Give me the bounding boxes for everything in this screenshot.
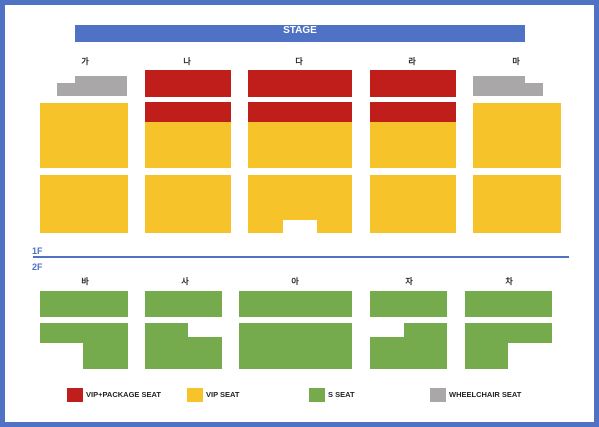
s-section-ja-front[interactable] [370, 291, 447, 317]
s-section-a-front[interactable] [239, 291, 352, 317]
s-section-a-rear[interactable] [239, 323, 352, 369]
vip-section-ma-rear[interactable] [473, 175, 561, 233]
vip-package-section-da-row2[interactable] [248, 102, 352, 122]
s-section-cha-front[interactable] [465, 291, 552, 317]
floor-divider [33, 256, 569, 258]
vip-section-ga-rear[interactable] [40, 175, 128, 233]
legend-swatch-vip-package [67, 388, 83, 402]
vip-package-section-ra-row2[interactable] [370, 102, 456, 122]
block-label-ga: 가 [81, 57, 89, 66]
legend-swatch-vip [187, 388, 203, 402]
block-label-ra: 라 [408, 57, 416, 66]
s-section-ja-rear-left[interactable] [370, 337, 404, 369]
vip-package-section-da-row1[interactable] [248, 70, 352, 97]
stage: STAGE [75, 25, 525, 42]
s-section-ja-rear[interactable] [404, 323, 447, 369]
s-section-cha-rear[interactable] [465, 323, 552, 343]
block-label-ba: 바 [81, 277, 89, 286]
legend-label-vip: VIP SEAT [206, 390, 240, 399]
vip-package-section-ra-row1[interactable] [370, 70, 456, 97]
s-section-ba-front[interactable] [40, 291, 128, 317]
legend-label-vip-package: VIP+PACKAGE SEAT [86, 390, 161, 399]
s-section-sa-front[interactable] [145, 291, 222, 317]
wheelchair-area-ma-lower[interactable] [473, 83, 543, 96]
aisle-gap-da [283, 220, 317, 234]
wheelchair-area-ga-lower[interactable] [57, 83, 127, 96]
legend-swatch-wheelchair [430, 388, 446, 402]
vip-section-ma-front[interactable] [473, 103, 561, 168]
vip-section-ga-front[interactable] [40, 103, 128, 168]
block-label-a: 아 [291, 277, 299, 286]
legend-swatch-s [309, 388, 325, 402]
block-label-na: 나 [183, 57, 191, 66]
vip-section-da-front[interactable] [248, 122, 352, 168]
vip-package-section-na-row2[interactable] [145, 102, 231, 122]
s-section-sa-rear-right[interactable] [188, 337, 222, 369]
s-section-sa-rear[interactable] [145, 323, 188, 369]
block-label-ja: 자 [405, 277, 413, 286]
floor-label-2f: 2F [32, 262, 43, 272]
legend-label-s: S SEAT [328, 390, 355, 399]
vip-section-ra-front[interactable] [370, 122, 456, 168]
vip-section-na-rear[interactable] [145, 175, 231, 233]
s-section-ba-rear-lower[interactable] [83, 343, 128, 369]
floor-label-1f: 1F [32, 246, 43, 256]
legend-label-wheelchair: WHEELCHAIR SEAT [449, 390, 522, 399]
vip-package-section-na-row1[interactable] [145, 70, 231, 97]
block-label-da: 다 [295, 57, 303, 66]
s-section-ba-rear[interactable] [40, 323, 128, 343]
vip-section-na-front[interactable] [145, 122, 231, 168]
block-label-ma: 마 [512, 57, 520, 66]
vip-section-ra-rear[interactable] [370, 175, 456, 233]
block-label-cha: 차 [505, 277, 513, 286]
s-section-cha-rear-lower[interactable] [465, 343, 508, 369]
block-label-sa: 사 [181, 277, 189, 286]
